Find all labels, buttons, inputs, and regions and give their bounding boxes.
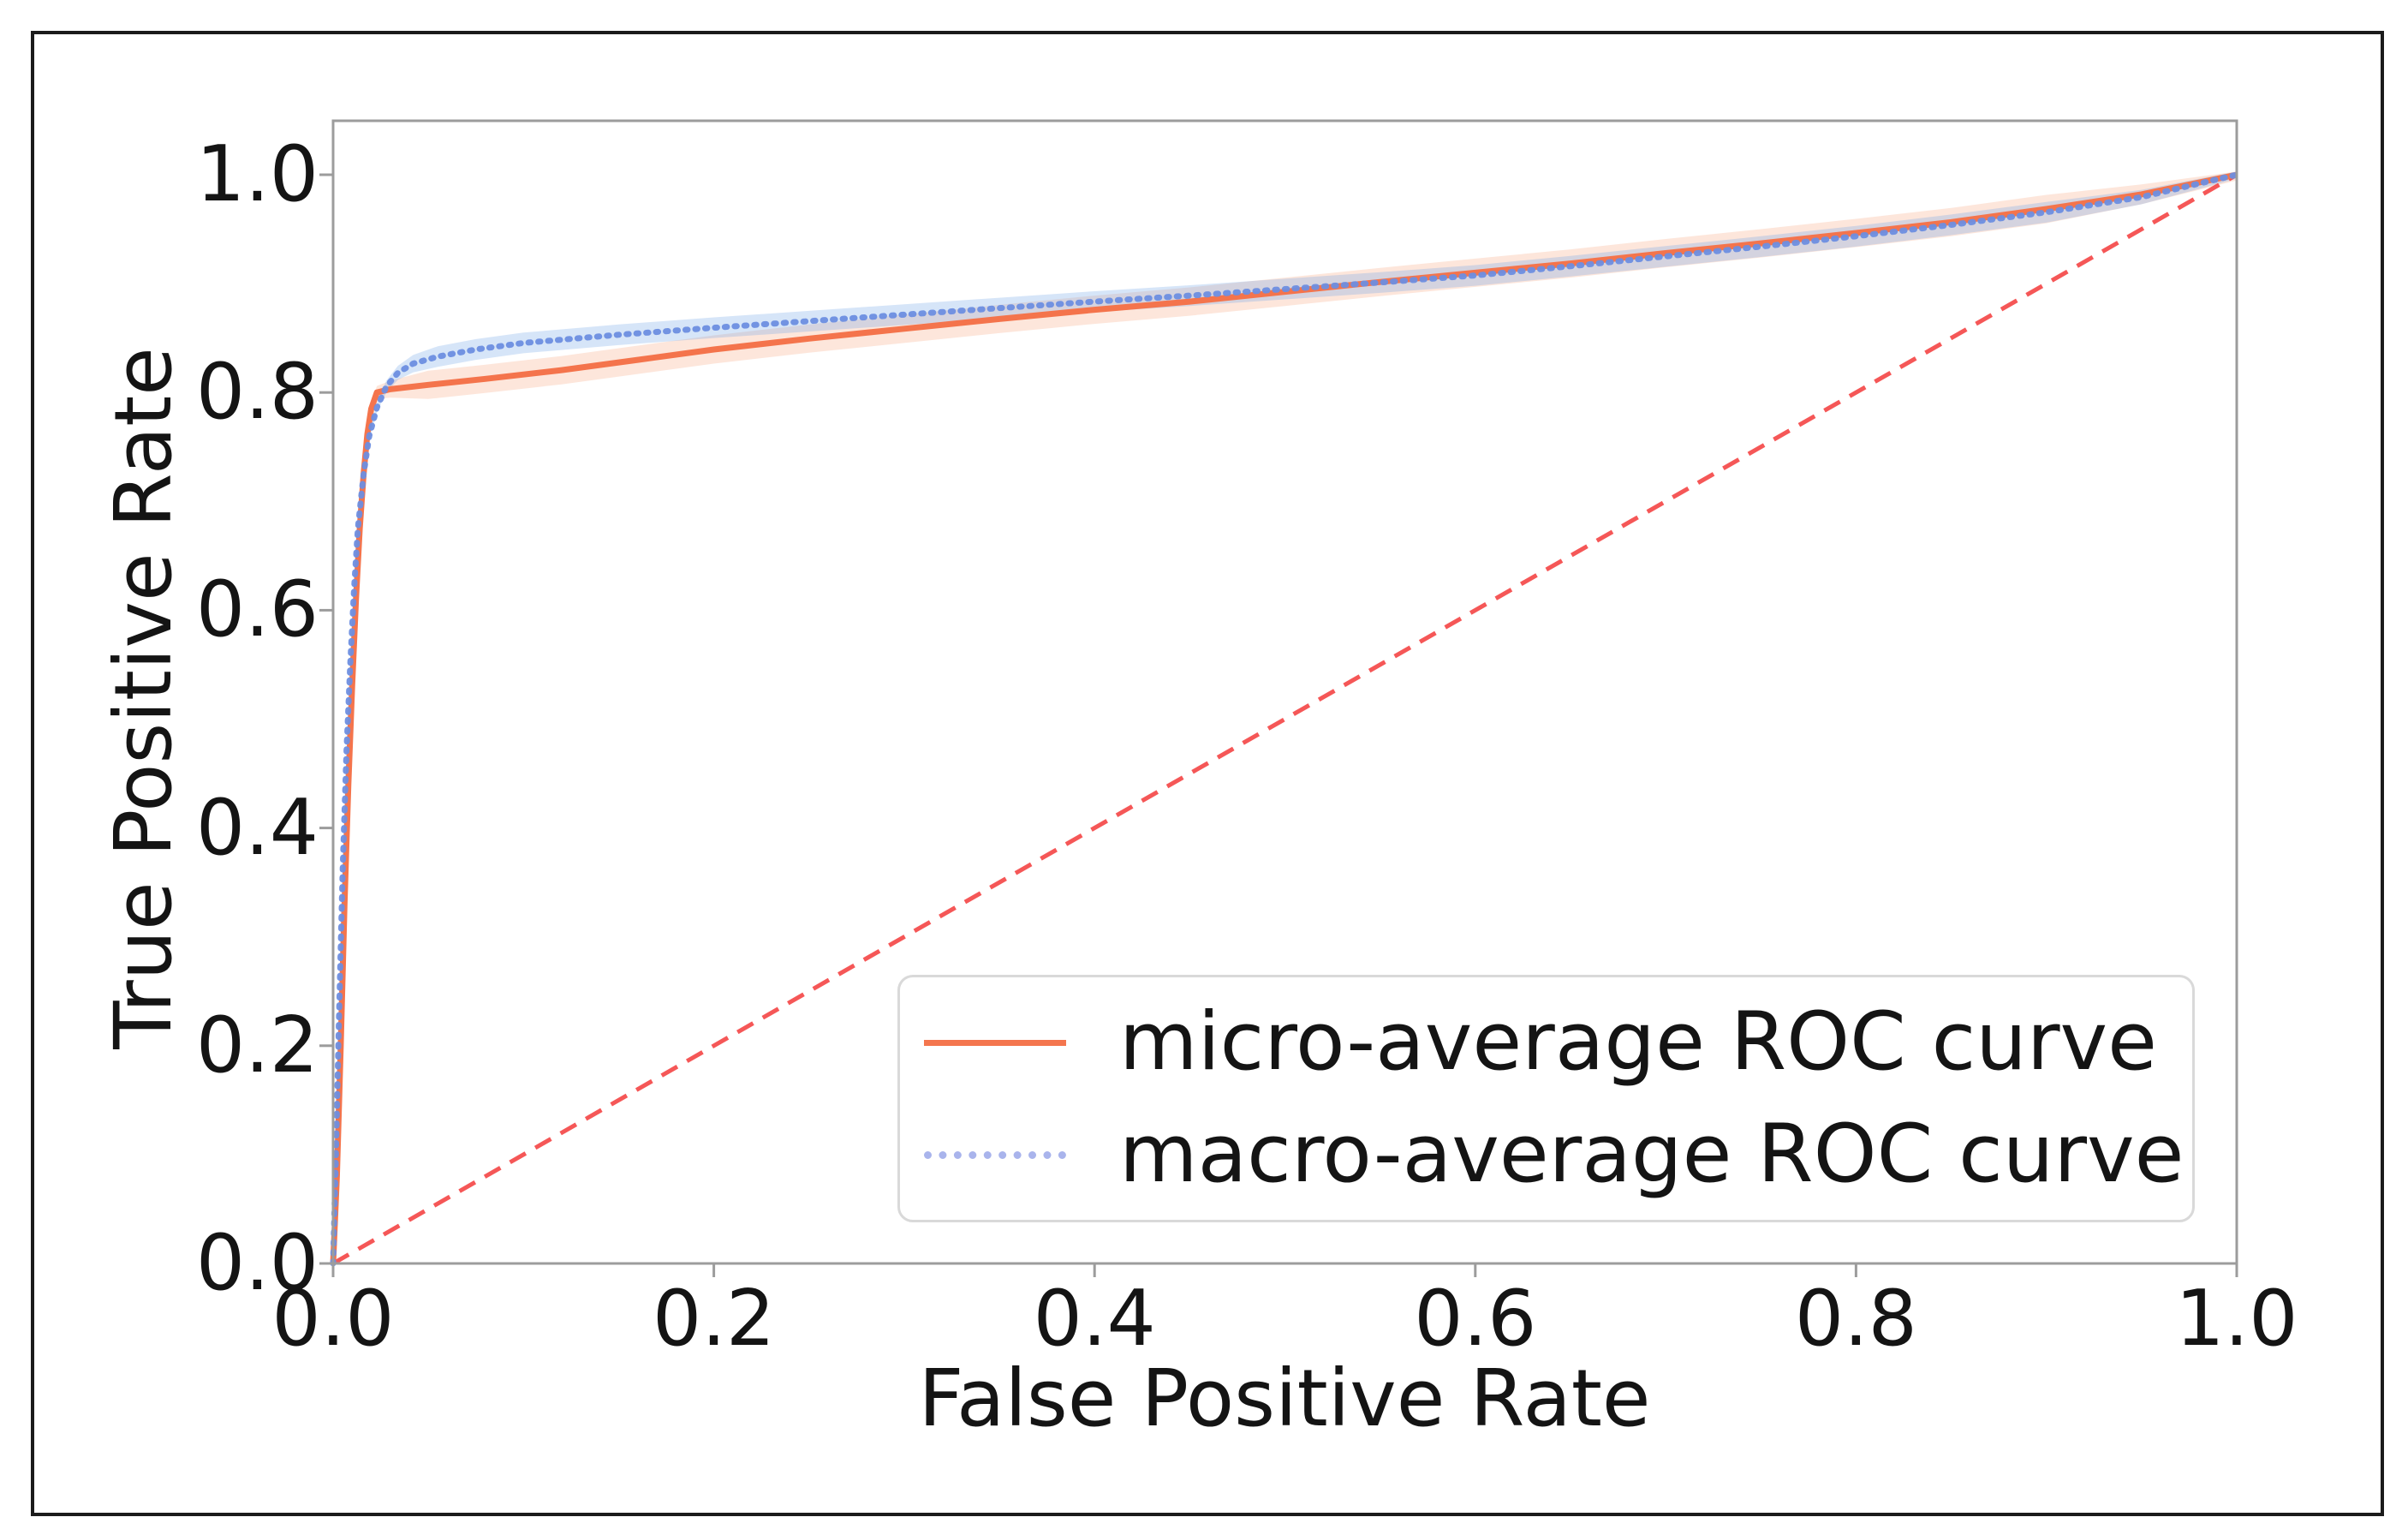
y-tick-label: 0.0 (195, 1218, 319, 1308)
x-tick-label: 0.8 (1794, 1274, 1917, 1364)
legend-row-micro: micro-average ROC curve (924, 995, 2192, 1090)
y-tick-label: 0.8 (195, 347, 319, 438)
y-tick-label: 0.2 (195, 1000, 319, 1090)
macro-average-roc-curve (330, 171, 2240, 1267)
x-tick-label: 0.0 (271, 1274, 395, 1364)
legend: micro-average ROC curve macro-average RO… (897, 975, 2195, 1222)
x-tick-label: 0.4 (1033, 1274, 1156, 1364)
legend-row-macro: macro-average ROC curve (924, 1108, 2192, 1202)
x-tick-label: 1.0 (2175, 1274, 2298, 1364)
macro-average-line-swatch-icon (924, 1150, 1066, 1159)
y-tick-label: 0.4 (195, 782, 319, 873)
y-axis-title: True Positive Rate (98, 347, 189, 1049)
x-tick-label: 0.2 (653, 1274, 776, 1364)
x-axis-title: False Positive Rate (918, 1353, 1651, 1444)
x-tick-label: 0.6 (1414, 1274, 1537, 1364)
chance-diagonal-line (331, 172, 2238, 1266)
micro-average-line-swatch-icon (924, 1039, 1066, 1046)
y-tick-label: 1.0 (195, 129, 319, 219)
legend-label-micro: micro-average ROC curve (1119, 995, 2157, 1089)
y-tick-label: 0.6 (195, 564, 319, 655)
plot-spines (331, 119, 2238, 1265)
legend-label-macro: macro-average ROC curve (1119, 1108, 2184, 1201)
